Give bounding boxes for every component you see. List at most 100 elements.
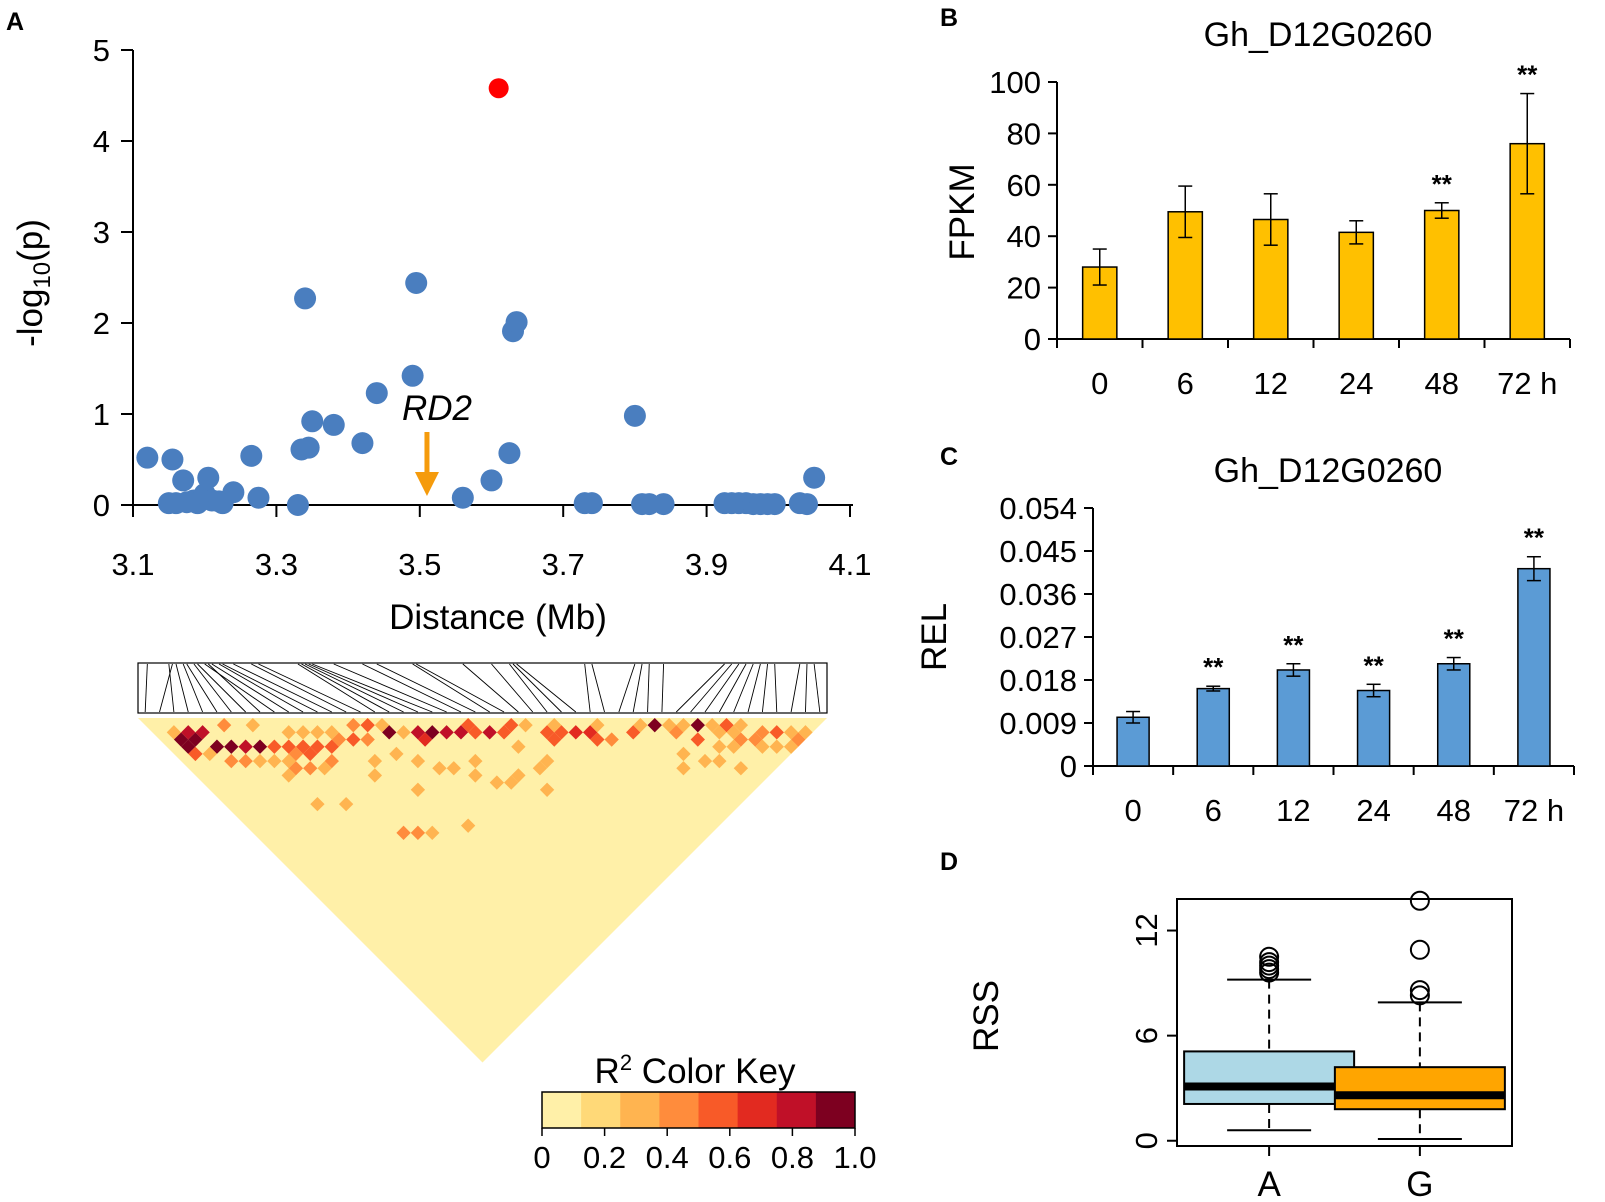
ld-cell — [733, 761, 749, 776]
outlier-point — [1409, 939, 1430, 960]
y-tick-label: 5 — [93, 33, 110, 68]
ld-cell — [676, 718, 691, 733]
ld-cell — [690, 732, 705, 747]
ld-cell — [504, 775, 519, 790]
scatter-point — [623, 404, 646, 427]
color-key-ticks: 0 0.2 0.4 0.6 0.8 1.0 — [533, 1128, 877, 1175]
panel-label-d: D — [940, 848, 958, 876]
snp-connector — [790, 663, 801, 713]
ld-cell — [324, 725, 339, 740]
ld-cell — [310, 739, 325, 754]
rd2-label: RD2 — [402, 389, 472, 428]
color-key-sup: 2 — [620, 1050, 632, 1075]
y-tick-label: 0.045 — [999, 534, 1077, 569]
ld-cell — [511, 739, 526, 754]
y-label-end: (p) — [11, 219, 50, 262]
ld-cell — [755, 725, 770, 740]
y-tick-label: 100 — [989, 65, 1041, 100]
boxplot-plot: 0 6 12 A G — [1129, 890, 1506, 1202]
ld-cell — [432, 761, 447, 776]
ld-cell — [360, 732, 375, 747]
ld-cell — [410, 753, 426, 769]
snp-connector — [211, 663, 289, 713]
snp-connector — [632, 663, 643, 713]
scatter-point — [795, 493, 818, 516]
y-tick-label: 4 — [93, 124, 110, 159]
scatter-point — [480, 469, 503, 492]
snp-connector — [584, 663, 591, 713]
scatter-point — [222, 481, 245, 504]
ld-cell — [303, 746, 318, 762]
scatter-point — [401, 364, 424, 387]
ld-cell — [482, 725, 497, 740]
ld-cell — [539, 725, 555, 740]
snp-connector — [690, 663, 733, 713]
ld-cell — [468, 753, 483, 769]
box — [1333, 1066, 1506, 1111]
ld-cell — [676, 761, 691, 776]
ld-cell — [238, 739, 253, 754]
ld-cell — [690, 718, 705, 733]
snp-connector — [509, 663, 548, 713]
ld-cell — [396, 725, 411, 740]
snp-connector — [516, 663, 577, 713]
x-tick-label: 3.3 — [255, 547, 298, 582]
ld-cell — [647, 718, 662, 733]
color-key-swatch — [542, 1092, 582, 1128]
ld-cell — [360, 718, 375, 733]
snp-connector — [412, 663, 490, 713]
ld-cell — [188, 746, 203, 762]
snp-connector — [491, 663, 534, 713]
y-tick-label: 60 — [1007, 168, 1041, 203]
ld-cell — [267, 739, 282, 754]
snp-connector — [175, 663, 189, 713]
significance-mark: ** — [1363, 650, 1384, 680]
ld-cell — [417, 732, 433, 747]
ld-cell — [425, 725, 440, 740]
snp-connector — [222, 663, 318, 713]
snp-connector — [591, 663, 605, 713]
snp-connector — [333, 663, 447, 713]
snp-connector — [761, 663, 768, 713]
ld-cell — [769, 739, 784, 754]
y-tick-label: 6 — [1129, 1027, 1164, 1044]
ld-cell — [547, 732, 562, 747]
significance-mark: ** — [1432, 169, 1453, 199]
ld-cell — [726, 725, 741, 740]
scatter-point — [351, 432, 374, 455]
ld-cell — [410, 725, 426, 740]
ld-cell — [224, 753, 239, 769]
y-tick-label: 0 — [1060, 749, 1077, 784]
ld-cell — [216, 718, 232, 733]
scatter-point — [365, 382, 388, 405]
ld-cell — [439, 725, 454, 740]
ld-triangle — [138, 718, 827, 1063]
snp-connector — [733, 663, 754, 713]
snp-connector — [159, 663, 173, 713]
x-tick-label: 24 — [1356, 793, 1390, 828]
y-label-subscript: 10 — [29, 262, 56, 289]
significance-mark: ** — [1283, 630, 1304, 660]
x-tick-label: 6 — [1177, 366, 1194, 401]
chart-b-plot: 0 20 40 60 80 100 0 6 12 24 ** 48 ** 72 h — [989, 60, 1571, 401]
ld-cell — [669, 725, 684, 740]
significance-mark: ** — [1524, 523, 1545, 553]
x-tick-label: 6 — [1205, 793, 1222, 828]
ld-cell — [539, 782, 555, 797]
ld-cell — [532, 761, 548, 776]
ld-cell — [331, 732, 347, 747]
x-tick-label: 12 — [1276, 793, 1310, 828]
significance-mark: ** — [1517, 60, 1538, 90]
scatter-point — [240, 444, 263, 467]
ld-cell — [489, 775, 505, 790]
outlier-point — [1409, 890, 1430, 911]
bar — [1276, 669, 1311, 767]
ld-cell — [281, 739, 296, 754]
bar — [1116, 716, 1150, 767]
color-key-swatch — [776, 1092, 817, 1128]
ld-cell — [661, 718, 677, 733]
ld-cell — [317, 761, 332, 776]
snp-connector — [297, 663, 376, 713]
y-tick-label: 0.009 — [999, 706, 1077, 741]
y-tick-label: 0.018 — [999, 663, 1077, 698]
